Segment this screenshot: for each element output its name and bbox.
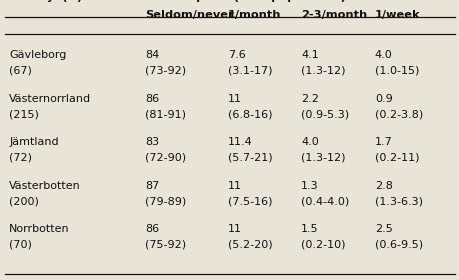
Text: 11: 11 — [227, 181, 241, 191]
Text: (73-92): (73-92) — [145, 66, 185, 76]
Text: 2.2: 2.2 — [301, 94, 319, 104]
Text: 11: 11 — [227, 224, 241, 234]
Text: Jämtland: Jämtland — [9, 137, 59, 147]
Text: Seldom/never: Seldom/never — [145, 10, 233, 20]
Text: (67): (67) — [9, 66, 32, 76]
Text: County  (N): County (N) — [9, 0, 82, 2]
Text: Västernorrland: Västernorrland — [9, 94, 91, 104]
Text: 2-3/month: 2-3/month — [301, 10, 367, 20]
Text: (5.7-21): (5.7-21) — [227, 153, 272, 163]
Text: (0.9-5.3): (0.9-5.3) — [301, 109, 349, 119]
Text: 83: 83 — [145, 137, 159, 147]
Text: 84: 84 — [145, 50, 159, 60]
Text: 4.0: 4.0 — [374, 50, 392, 60]
Text: (72-90): (72-90) — [145, 153, 185, 163]
Text: (6.8-16): (6.8-16) — [227, 109, 272, 119]
Text: (81-91): (81-91) — [145, 109, 185, 119]
Text: 1/month: 1/month — [227, 10, 280, 20]
Text: (200): (200) — [9, 196, 39, 206]
Text: (79-89): (79-89) — [145, 196, 186, 206]
Text: 7.6: 7.6 — [227, 50, 245, 60]
Text: 1.5: 1.5 — [301, 224, 318, 234]
Text: 4.1: 4.1 — [301, 50, 319, 60]
Text: (72): (72) — [9, 153, 32, 163]
Text: (0.2-10): (0.2-10) — [301, 239, 345, 249]
Text: 4.0: 4.0 — [301, 137, 319, 147]
Text: (5.2-20): (5.2-20) — [227, 239, 272, 249]
Text: (0.6-9.5): (0.6-9.5) — [374, 239, 422, 249]
Text: Norrbotten: Norrbotten — [9, 224, 70, 234]
Text: (70): (70) — [9, 239, 32, 249]
Text: (1.3-12): (1.3-12) — [301, 66, 345, 76]
Text: 87: 87 — [145, 181, 159, 191]
Text: Consumption (% of population): Consumption (% of population) — [145, 0, 345, 2]
Text: 1.3: 1.3 — [301, 181, 318, 191]
Text: 2.8: 2.8 — [374, 181, 392, 191]
Text: (75-92): (75-92) — [145, 239, 185, 249]
Text: 2.5: 2.5 — [374, 224, 392, 234]
Text: Västerbotten: Västerbotten — [9, 181, 81, 191]
Text: 86: 86 — [145, 224, 159, 234]
Text: 0.9: 0.9 — [374, 94, 392, 104]
Text: 86: 86 — [145, 94, 159, 104]
Text: (215): (215) — [9, 109, 39, 119]
Text: 11.4: 11.4 — [227, 137, 252, 147]
Text: 1.7: 1.7 — [374, 137, 392, 147]
Text: 1/week: 1/week — [374, 10, 420, 20]
Text: 11: 11 — [227, 94, 241, 104]
Text: (0.4-4.0): (0.4-4.0) — [301, 196, 349, 206]
Text: (0.2-3.8): (0.2-3.8) — [374, 109, 422, 119]
Text: (1.0-15): (1.0-15) — [374, 66, 418, 76]
Text: (1.3-6.3): (1.3-6.3) — [374, 196, 422, 206]
Text: (1.3-12): (1.3-12) — [301, 153, 345, 163]
Text: (0.2-11): (0.2-11) — [374, 153, 419, 163]
Text: (7.5-16): (7.5-16) — [227, 196, 272, 206]
Text: (3.1-17): (3.1-17) — [227, 66, 272, 76]
Text: Gävleborg: Gävleborg — [9, 50, 67, 60]
